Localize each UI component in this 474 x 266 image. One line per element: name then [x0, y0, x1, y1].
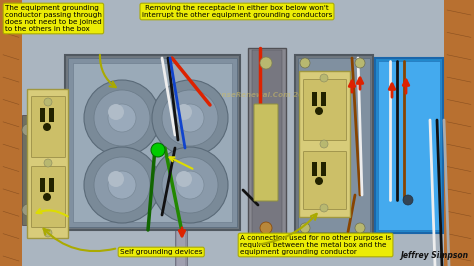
Circle shape [355, 223, 365, 233]
Text: The equipment grounding
conductor passing through
does not need to be joined
to : The equipment grounding conductor passin… [5, 5, 102, 32]
Circle shape [108, 104, 136, 132]
Text: ©ElectricalLicenseRenewal.Com 2020: ©ElectricalLicenseRenewal.Com 2020 [160, 92, 314, 98]
Bar [375, 58, 443, 233]
Text: A connection used for no other purpose is
required between the metal box and the: A connection used for no other purpose i… [240, 235, 391, 255]
Text: Self grounding devices: Self grounding devices [120, 249, 202, 255]
Circle shape [43, 123, 51, 131]
FancyBboxPatch shape [303, 152, 346, 210]
Bar [312, 162, 317, 176]
Circle shape [44, 159, 52, 167]
Circle shape [162, 157, 218, 213]
Circle shape [43, 193, 51, 201]
Circle shape [84, 147, 160, 223]
Bar [321, 92, 326, 106]
Circle shape [176, 104, 192, 120]
Bar [248, 48, 286, 248]
FancyBboxPatch shape [31, 167, 65, 227]
Circle shape [162, 90, 218, 146]
FancyBboxPatch shape [31, 97, 65, 157]
Bar [298, 58, 370, 232]
Circle shape [108, 171, 136, 199]
Circle shape [260, 222, 272, 234]
Bar [40, 178, 45, 192]
Bar [295, 55, 373, 235]
Circle shape [44, 98, 52, 106]
Bar [68, 58, 237, 227]
Circle shape [94, 90, 150, 146]
Bar [73, 63, 232, 222]
Bar [175, 215, 187, 266]
Circle shape [152, 80, 228, 156]
Circle shape [320, 74, 328, 82]
Circle shape [84, 80, 160, 156]
FancyBboxPatch shape [300, 72, 350, 218]
Bar [22, 115, 34, 225]
Circle shape [300, 58, 310, 68]
Bar [65, 55, 240, 230]
Bar [444, 0, 474, 266]
Bar [321, 162, 326, 176]
Circle shape [355, 58, 365, 68]
Circle shape [151, 143, 165, 157]
Circle shape [300, 223, 310, 233]
Bar [378, 61, 440, 230]
Circle shape [176, 104, 204, 132]
Bar [49, 108, 54, 122]
Bar [49, 178, 54, 192]
Circle shape [315, 177, 323, 185]
FancyBboxPatch shape [27, 89, 69, 239]
Circle shape [152, 147, 228, 223]
Circle shape [22, 124, 34, 136]
Circle shape [260, 57, 272, 69]
Circle shape [403, 195, 413, 205]
Bar [40, 108, 45, 122]
Circle shape [315, 107, 323, 115]
Circle shape [320, 140, 328, 148]
Bar [177, 215, 185, 266]
Text: Removing the receptacle in either box below won't
interrupt the other equipment : Removing the receptacle in either box be… [142, 5, 332, 18]
Bar [252, 50, 282, 246]
Circle shape [176, 171, 192, 187]
Bar [312, 92, 317, 106]
Text: Jeffrey Simpson: Jeffrey Simpson [400, 251, 468, 260]
Bar [0, 0, 22, 266]
Circle shape [44, 229, 52, 237]
FancyBboxPatch shape [303, 80, 346, 140]
Circle shape [320, 204, 328, 212]
Circle shape [176, 171, 204, 199]
Circle shape [94, 157, 150, 213]
FancyBboxPatch shape [254, 104, 278, 201]
Circle shape [22, 204, 34, 216]
Circle shape [108, 171, 124, 187]
Circle shape [108, 104, 124, 120]
